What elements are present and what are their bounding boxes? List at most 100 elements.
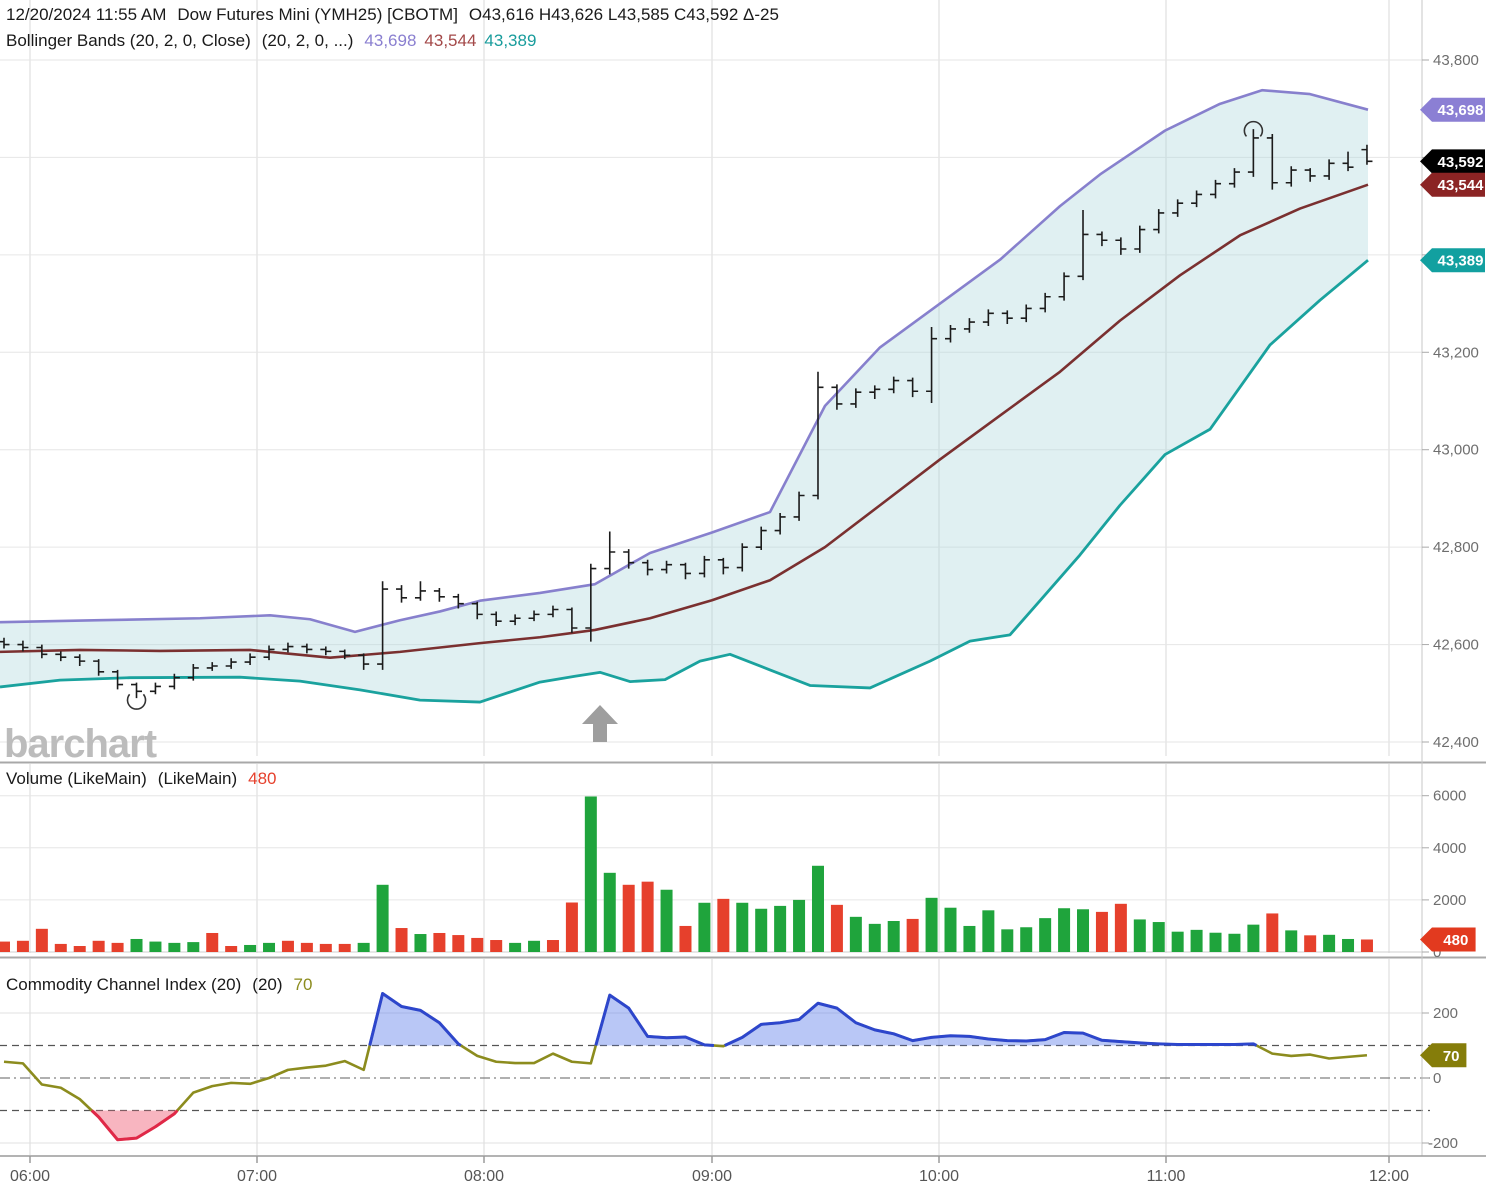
volume-bar bbox=[1133, 919, 1146, 952]
ohlc-bar bbox=[869, 385, 881, 400]
ohlc-bar bbox=[74, 654, 86, 667]
volume-bar bbox=[1077, 909, 1090, 952]
ohlc-bar bbox=[679, 562, 691, 580]
volume-bar bbox=[471, 937, 484, 952]
volume-bar bbox=[225, 946, 238, 952]
volume-bar bbox=[811, 865, 824, 952]
bollinger-upper-value: 43,698 bbox=[364, 31, 417, 50]
volume-bar bbox=[35, 928, 48, 952]
cci-label: Commodity Channel Index (20) bbox=[6, 975, 242, 994]
volume-bar bbox=[319, 943, 332, 952]
ohlc-bar bbox=[661, 560, 673, 574]
volume-bar bbox=[1228, 933, 1241, 952]
ohlc-bar bbox=[244, 653, 256, 666]
volume-bar bbox=[54, 943, 67, 952]
volume-bar bbox=[679, 925, 692, 952]
ohlc-bar bbox=[187, 664, 199, 681]
ohlc-bar bbox=[831, 384, 843, 410]
volume-bar bbox=[414, 934, 427, 952]
price-axis-label: 43,000 bbox=[1433, 442, 1479, 459]
cci-axis-label: -200 bbox=[1428, 1135, 1458, 1152]
volume-axis-label: 0 bbox=[1433, 944, 1441, 961]
volume-bar bbox=[1360, 939, 1373, 952]
bollinger-middle-line bbox=[0, 183, 1369, 660]
volume-bar bbox=[509, 942, 522, 952]
volume-bar bbox=[584, 796, 597, 952]
cci-value: 70 bbox=[293, 975, 313, 994]
ohlc-bar bbox=[509, 614, 521, 626]
ohlc-bar bbox=[471, 601, 483, 620]
volume-bar bbox=[1039, 918, 1052, 952]
volume-bar bbox=[338, 943, 351, 952]
watermark: barchart bbox=[4, 722, 157, 766]
quote-header: 12/20/2024 11:55 AM Dow Futures Mini (YMH… bbox=[6, 5, 790, 25]
volume-bar bbox=[546, 940, 559, 952]
ohlc-bar bbox=[396, 585, 408, 603]
volume-bar bbox=[830, 904, 843, 952]
volume-bar bbox=[206, 932, 219, 952]
volume-axis-label: 2000 bbox=[1433, 892, 1466, 909]
volume-bar bbox=[1190, 929, 1203, 952]
volume-bar bbox=[565, 902, 578, 952]
volume-bar bbox=[187, 942, 200, 952]
bollinger-params: (20, 2, 0, ...) bbox=[261, 31, 354, 50]
ohlc-bar bbox=[320, 646, 332, 656]
axis-value-badge bbox=[1420, 248, 1485, 273]
axis-value-badge bbox=[1420, 149, 1485, 174]
volume-bar bbox=[1020, 927, 1033, 952]
gridlines bbox=[0, 0, 1422, 1155]
axis-value-badge-label: 43,389 bbox=[1438, 253, 1484, 270]
ohlc-bar bbox=[1039, 292, 1051, 313]
axis-value-badge bbox=[1420, 927, 1476, 952]
volume-bar bbox=[281, 940, 294, 952]
volume-value: 480 bbox=[248, 769, 277, 788]
volume-bar bbox=[92, 940, 105, 952]
ohlc-bar bbox=[528, 610, 540, 622]
ohlc-bar bbox=[282, 642, 294, 653]
ohlc-bar bbox=[1134, 225, 1146, 253]
cci-overbought-fill bbox=[724, 1003, 1257, 1046]
ohlc-bar bbox=[755, 526, 767, 551]
ohlc-bar bbox=[982, 309, 994, 326]
volume-bar bbox=[149, 941, 162, 952]
cci-axis-label: 0 bbox=[1433, 1070, 1441, 1087]
ohlc-bar bbox=[1001, 310, 1013, 325]
volume-bar bbox=[925, 897, 938, 952]
ohlc-bar bbox=[1172, 199, 1184, 217]
ohlc-bar bbox=[93, 659, 105, 676]
volume-bar bbox=[963, 925, 976, 952]
bollinger-lower-line bbox=[0, 259, 1369, 704]
price-axis-label: 42,400 bbox=[1433, 734, 1479, 751]
ohlc-bar bbox=[1077, 210, 1089, 281]
volume-bar bbox=[490, 940, 503, 952]
ohlc-bar bbox=[149, 682, 161, 695]
cci-line-overbought bbox=[368, 992, 462, 1047]
volume-bar bbox=[0, 941, 10, 952]
bollinger-label: Bollinger Bands (20, 2, 0, Close) bbox=[6, 31, 251, 50]
volume-bar bbox=[1152, 922, 1165, 952]
ohlc-bar bbox=[1342, 151, 1354, 172]
ohlc-bar bbox=[1361, 144, 1373, 165]
ohlc-bar bbox=[1115, 237, 1127, 255]
volume-bar bbox=[906, 918, 919, 952]
volume-bar bbox=[698, 902, 711, 952]
volume-bar bbox=[300, 942, 313, 952]
ohlc-bar bbox=[358, 653, 370, 670]
volume-bar bbox=[528, 940, 541, 952]
quote-datetime: 12/20/2024 11:55 AM bbox=[6, 5, 167, 24]
cci-header: Commodity Channel Index (20) (20) 70 bbox=[6, 975, 320, 995]
ohlc-bar bbox=[225, 658, 237, 669]
cci-overbought-fill bbox=[369, 993, 461, 1046]
volume-bar bbox=[395, 928, 408, 952]
axis-value-badge bbox=[1420, 97, 1485, 122]
ohlc-bar bbox=[1266, 134, 1278, 190]
volume-bar bbox=[263, 942, 276, 952]
volume-bar bbox=[111, 942, 124, 952]
volume-bar bbox=[660, 889, 673, 952]
axis-value-badge-label: 480 bbox=[1443, 932, 1468, 949]
time-axis-label: 07:00 bbox=[237, 1168, 277, 1185]
price-panel: barchart bbox=[0, 88, 1373, 766]
ohlc-bar bbox=[1304, 168, 1316, 182]
